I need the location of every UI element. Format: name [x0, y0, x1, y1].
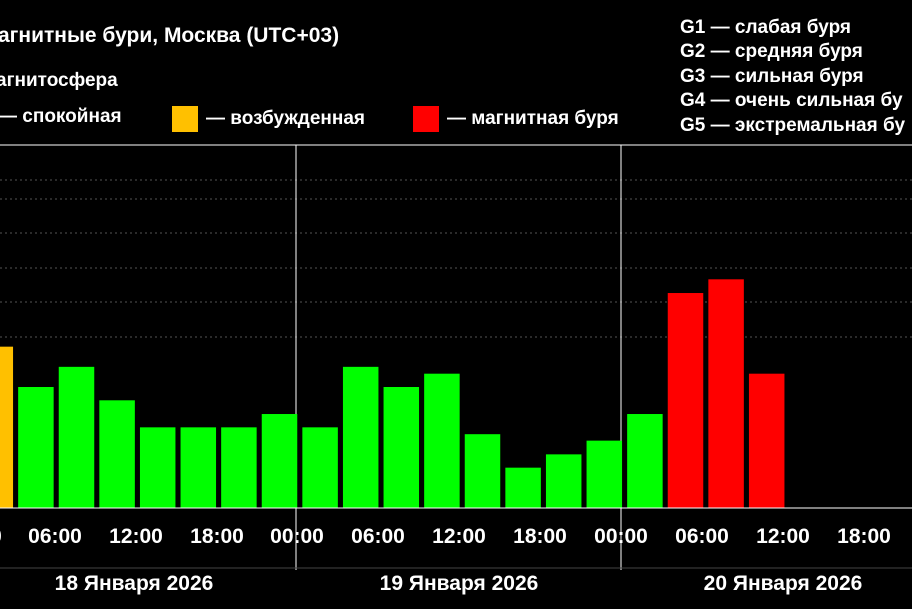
x-tick-label: 06:00 — [28, 525, 82, 548]
legend-item-excited: — возбужденная — [172, 106, 365, 132]
storm-scale-legend: G1 — слабая буря G2 — средняя буря G3 — … — [680, 16, 905, 138]
x-tick-label: 12:00 — [756, 525, 810, 548]
bar — [383, 387, 420, 508]
chart-subtitle: агнитосфера — [0, 70, 118, 91]
scale-g1: G1 — слабая буря — [680, 17, 852, 38]
scale-g5: G5 — экстремальная бу — [680, 114, 906, 136]
x-tick-label: 00:00 — [0, 525, 2, 548]
bar — [18, 387, 54, 508]
legend-item-storm: — магнитная буря — [413, 106, 619, 132]
x-tick-label: 18:00 — [513, 525, 567, 548]
bar — [342, 366, 379, 508]
scale-g3: G3 — сильная буря — [680, 65, 864, 87]
bar — [302, 427, 338, 508]
x-tick-label: 00:00 — [594, 525, 648, 548]
bar — [667, 293, 704, 508]
day-label: 20 Января 2026 — [704, 572, 863, 595]
bar — [464, 434, 501, 508]
legend-label-calm: — спокойная — [0, 106, 122, 127]
bar — [424, 373, 460, 508]
bar — [221, 427, 257, 508]
legend-label-excited: — возбужденная — [206, 108, 366, 129]
bar — [748, 373, 785, 508]
legend-swatch-storm — [413, 106, 439, 132]
x-tick-label: 00:00 — [270, 525, 324, 548]
day-label: 19 Января 2026 — [380, 572, 539, 595]
bar — [505, 467, 541, 508]
x-tick-label: 12:00 — [432, 525, 486, 548]
legend-item-calm: — спокойная — [0, 106, 122, 128]
x-tick-label: 06:00 — [675, 525, 729, 548]
x-tick-label: 06:00 — [351, 525, 405, 548]
bar — [586, 440, 623, 508]
legend-label-storm: — магнитная буря — [447, 108, 619, 129]
legend-swatch-excited — [172, 106, 198, 132]
bar — [99, 400, 135, 508]
day-label: 18 Января 2026 — [55, 572, 214, 595]
bar — [708, 279, 744, 508]
bar — [0, 346, 14, 508]
x-tick-label: 18:00 — [837, 525, 891, 548]
bar — [58, 366, 95, 508]
bar — [545, 454, 582, 508]
x-tick-label: 12:00 — [109, 525, 163, 548]
scale-g2: G2 — средняя буря — [680, 41, 863, 63]
x-tick-label: 18:00 — [190, 525, 244, 548]
bar — [261, 414, 298, 508]
bar — [139, 427, 176, 508]
scale-g4: G4 — очень сильная бу — [680, 90, 903, 112]
bar — [627, 414, 663, 508]
bar — [180, 427, 217, 508]
chart-title: агнитные бури, Москва (UTC+03) — [0, 24, 340, 47]
